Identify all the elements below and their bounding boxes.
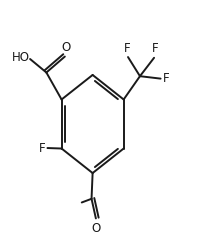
Text: F: F <box>151 42 158 55</box>
Text: F: F <box>124 42 130 55</box>
Text: O: O <box>61 41 70 54</box>
Text: F: F <box>163 72 170 85</box>
Text: HO: HO <box>11 51 29 64</box>
Text: O: O <box>92 222 101 235</box>
Text: F: F <box>39 142 46 155</box>
